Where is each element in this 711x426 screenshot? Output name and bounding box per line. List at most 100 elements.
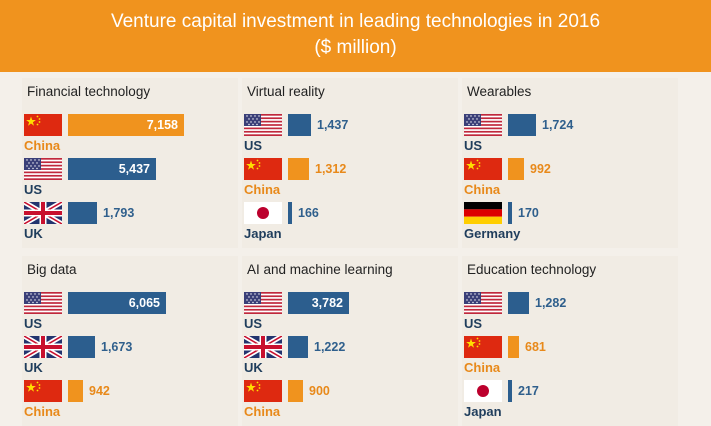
china-flag-icon <box>244 380 282 402</box>
country-label: US <box>244 138 263 153</box>
value-label: 1,282 <box>535 296 567 310</box>
bar <box>68 114 184 136</box>
value-label: 1,437 <box>317 118 349 132</box>
bar <box>288 380 303 402</box>
china-flag-icon <box>24 380 62 402</box>
bar <box>68 158 156 180</box>
value-label: 1,312 <box>315 162 347 176</box>
value-label: 217 <box>518 384 539 398</box>
bar-row-china: China 900 <box>242 380 458 424</box>
panel-title: Virtual reality <box>247 84 325 99</box>
panel-title: Big data <box>27 262 77 277</box>
country-label: China <box>244 182 281 197</box>
country-label: Japan <box>464 404 502 419</box>
us-flag-icon <box>244 292 282 314</box>
country-label: US <box>24 316 43 331</box>
country-label: UK <box>24 360 43 375</box>
bar-row-us: US 1,724 <box>462 114 678 158</box>
bar-row-uk: UK 1,673 <box>22 336 238 380</box>
value-label: 1,222 <box>314 340 346 354</box>
bar <box>288 336 308 358</box>
panel-title: AI and machine learning <box>247 262 393 277</box>
panel-ai-and-machine-learning: AI and machine learning US 3,782 UK 1,222 Chi… <box>242 256 458 426</box>
uk-flag-icon <box>244 336 282 358</box>
chart-subtitle: ($ million) <box>314 37 397 58</box>
bar-row-us: US 6,065 <box>22 292 238 336</box>
panel-title: Financial technology <box>27 84 151 99</box>
value-label: 900 <box>309 384 330 398</box>
bar <box>288 292 349 314</box>
panel-big-data: Big data US 6,065 UK 1,673 China 942 <box>22 256 238 426</box>
bar-row-china: China 992 <box>462 158 678 202</box>
country-label: US <box>464 316 483 331</box>
panel-virtual-reality: Virtual reality US 1,437 China 1,312 Japan 166 <box>242 78 458 248</box>
value-label: 170 <box>518 206 539 220</box>
japan-flag-icon <box>244 202 282 224</box>
china-flag-icon <box>24 114 62 136</box>
uk-flag-icon <box>24 202 62 224</box>
us-flag-icon <box>464 114 502 136</box>
china-flag-icon <box>464 158 502 180</box>
panel-financial-technology: Financial technology China 7,158 US 5,437 UK 1… <box>22 78 238 248</box>
bar <box>288 202 292 224</box>
panel-education-technology: Education technology US 1,282 China 681 Japan… <box>462 256 678 426</box>
country-label: Germany <box>464 226 521 241</box>
country-label: China <box>24 138 61 153</box>
value-label: 1,724 <box>542 118 574 132</box>
bar-row-uk: UK 1,222 <box>242 336 458 380</box>
us-flag-icon <box>244 114 282 136</box>
germany-flag-icon <box>464 202 502 224</box>
japan-flag-icon <box>464 380 502 402</box>
country-label: Japan <box>244 226 282 241</box>
bar <box>68 292 166 314</box>
panel-title: Education technology <box>467 262 597 277</box>
bar <box>508 114 536 136</box>
china-flag-icon <box>464 336 502 358</box>
bar-row-japan: Japan 166 <box>242 202 458 246</box>
bar-row-us: US 1,437 <box>242 114 458 158</box>
country-label: UK <box>24 226 43 241</box>
bar <box>288 114 311 136</box>
bar <box>288 158 309 180</box>
bar <box>508 158 524 180</box>
bar <box>68 202 97 224</box>
bar-row-uk: UK 1,793 <box>22 202 238 246</box>
value-label: 1,673 <box>101 340 133 354</box>
bar-row-us: US 5,437 <box>22 158 238 202</box>
chart-header: Venture capital investment in leading te… <box>0 0 711 72</box>
country-label: US <box>24 182 43 197</box>
bar-row-china: China 1,312 <box>242 158 458 202</box>
bar <box>508 336 519 358</box>
country-label: China <box>24 404 61 419</box>
bar-row-japan: Japan 217 <box>462 380 678 424</box>
us-flag-icon <box>464 292 502 314</box>
us-flag-icon <box>24 158 62 180</box>
country-label: China <box>464 182 501 197</box>
bar-row-china: China 942 <box>22 380 238 424</box>
value-label: 3,782 <box>311 296 343 310</box>
bar-row-china: China 681 <box>462 336 678 380</box>
bar <box>508 202 512 224</box>
country-label: China <box>244 404 281 419</box>
bar <box>508 292 529 314</box>
china-flag-icon <box>244 158 282 180</box>
panel-title: Wearables <box>467 84 532 99</box>
country-label: US <box>244 316 263 331</box>
chart-title: Venture capital investment in leading te… <box>110 11 601 32</box>
value-label: 7,158 <box>146 118 178 132</box>
country-label: US <box>464 138 483 153</box>
panel-wearables: Wearables US 1,724 China 992 Germany 170 <box>462 78 678 248</box>
uk-flag-icon <box>24 336 62 358</box>
bar <box>508 380 512 402</box>
bar-row-china: China 7,158 <box>22 114 238 158</box>
country-label: UK <box>244 360 263 375</box>
bar-row-us: US 3,782 <box>242 292 458 336</box>
value-label: 1,793 <box>103 206 135 220</box>
value-label: 942 <box>89 384 110 398</box>
bar <box>68 380 83 402</box>
value-label: 5,437 <box>118 162 150 176</box>
bar-row-us: US 1,282 <box>462 292 678 336</box>
bar <box>68 336 95 358</box>
country-label: China <box>464 360 501 375</box>
value-label: 6,065 <box>128 296 160 310</box>
